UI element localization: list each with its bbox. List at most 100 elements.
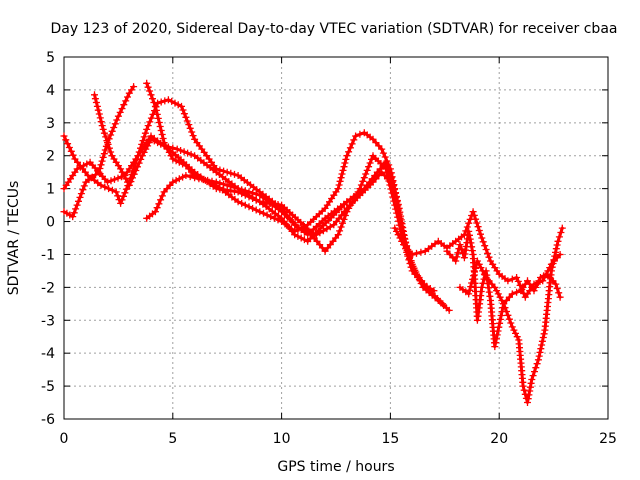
data-point: [227, 182, 235, 190]
data-point: [513, 274, 521, 281]
data-point: [524, 399, 531, 406]
data-point: [216, 166, 224, 174]
data-point: [98, 157, 106, 165]
data-point: [157, 196, 165, 204]
data-point: [122, 97, 130, 105]
data-point: [155, 200, 163, 208]
data-point: [111, 120, 119, 128]
data-point: [501, 304, 509, 312]
data-point: [130, 83, 138, 91]
data-point: [241, 201, 249, 209]
data-point: [466, 286, 474, 294]
data-point: [468, 243, 476, 251]
data-point: [306, 228, 313, 236]
data-point: [107, 177, 115, 185]
data-point: [129, 174, 136, 182]
data-point: [513, 333, 521, 341]
data-point: [477, 230, 484, 238]
data-point: [538, 341, 546, 349]
data-point: [155, 119, 163, 126]
data-point: [552, 248, 559, 256]
data-point: [105, 185, 113, 193]
data-point: [407, 257, 415, 265]
data-point: [539, 334, 547, 341]
data-point: [138, 140, 146, 148]
data-point: [504, 277, 512, 285]
data-point: [60, 132, 68, 140]
data-point: [534, 356, 542, 364]
data-point: [187, 150, 195, 158]
y-tick-label: -2: [41, 280, 55, 296]
data-point: [479, 238, 487, 246]
data-point: [526, 387, 534, 395]
data-point: [154, 114, 162, 122]
data-point: [551, 252, 559, 260]
data-point: [172, 176, 180, 184]
data-point: [388, 182, 396, 190]
data-point: [223, 181, 231, 189]
data-point: [94, 106, 102, 114]
data-point: [495, 323, 503, 331]
data-point: [505, 315, 513, 323]
data-point: [556, 251, 564, 258]
data-point: [75, 197, 82, 205]
data-point: [117, 199, 125, 207]
data-point: [182, 172, 190, 179]
data-point: [104, 140, 112, 148]
data-point: [256, 208, 264, 216]
data-point: [510, 326, 518, 334]
data-point: [334, 231, 342, 239]
data-point: [295, 224, 303, 232]
data-point: [366, 159, 374, 167]
data-point: [474, 223, 482, 231]
data-point: [91, 91, 98, 99]
data-point: [343, 152, 351, 160]
data-point: [468, 279, 476, 287]
y-tick-label: 1: [46, 182, 55, 198]
data-point: [137, 144, 144, 152]
data-point: [389, 186, 397, 194]
data-point: [105, 144, 113, 152]
data-point: [97, 181, 105, 189]
data-point: [412, 268, 420, 276]
data-point: [216, 179, 224, 187]
data-point: [274, 216, 282, 224]
data-point: [195, 175, 203, 183]
data-point: [536, 348, 544, 356]
data-point: [537, 345, 545, 353]
data-point: [508, 323, 516, 331]
data-point: [532, 364, 540, 372]
data-point: [231, 184, 238, 191]
data-point: [356, 130, 364, 138]
data-point: [241, 187, 249, 195]
data-point: [526, 383, 534, 391]
data-point: [114, 174, 122, 182]
data-point: [101, 146, 109, 154]
data-point: [484, 249, 492, 257]
y-tick-label: 3: [46, 116, 55, 132]
data-point: [336, 177, 344, 185]
data-point: [299, 225, 306, 233]
data-point: [179, 160, 187, 168]
data-point: [133, 163, 141, 171]
data-point: [245, 203, 253, 211]
data-point: [179, 173, 187, 181]
data-point: [267, 213, 275, 221]
data-point: [535, 352, 543, 360]
data-point: [394, 202, 402, 210]
data-point: [146, 118, 154, 126]
data-point: [76, 193, 84, 201]
data-point: [524, 395, 532, 403]
data-point: [471, 268, 478, 276]
data-point: [80, 182, 88, 190]
data-point: [122, 185, 130, 193]
data-point: [139, 137, 147, 145]
data-point: [141, 129, 149, 137]
data-point: [189, 132, 197, 140]
data-point: [178, 102, 185, 110]
data-point: [368, 155, 375, 163]
data-point: [383, 157, 391, 165]
data-point: [102, 133, 110, 141]
data-point: [387, 169, 395, 177]
data-point: [91, 95, 99, 103]
